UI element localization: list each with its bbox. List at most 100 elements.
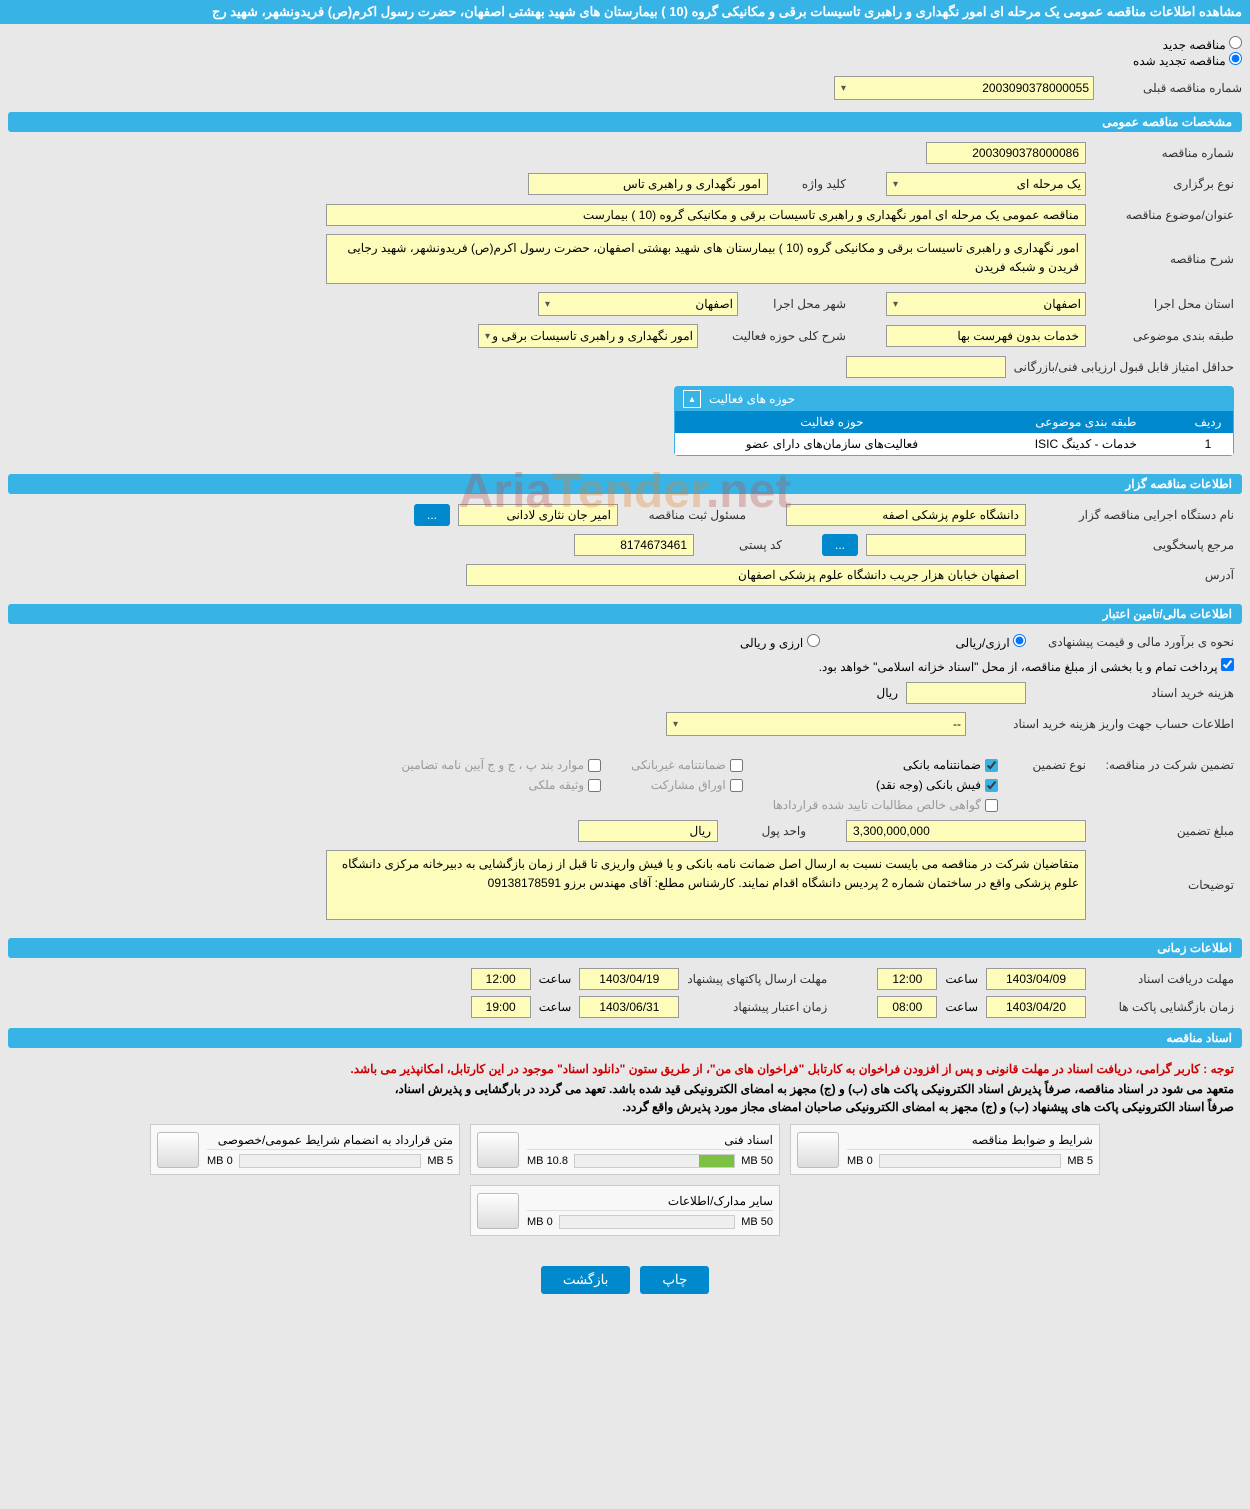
select-city[interactable]: اصفهان ▾ — [538, 292, 738, 316]
chk-bank-guarantee[interactable] — [985, 759, 998, 772]
hold-type-value: یک مرحله ای — [1017, 177, 1081, 191]
tender-status-radios: مناقصه جدید مناقصه تجدید شده — [8, 32, 1242, 72]
prev-tender-value: 2003090378000055 — [982, 81, 1089, 95]
field-currency: ریال — [578, 820, 718, 842]
select-province[interactable]: اصفهان ▾ — [886, 292, 1086, 316]
doc-title: اسناد فنی — [527, 1131, 773, 1150]
radio-new[interactable]: مناقصه جدید — [1163, 38, 1242, 52]
field-doc-cost[interactable] — [906, 682, 1026, 704]
label-open-time: زمان بازگشایی پاکت ها — [1094, 1000, 1234, 1014]
label-notes: توضیحات — [1094, 878, 1234, 892]
note-line-2: صرفاً اسناد الکترونیکی پاکت های پیشنهاد … — [16, 1098, 1234, 1116]
doc-deadline-hour[interactable]: 12:00 — [877, 968, 937, 990]
chevron-down-icon: ▾ — [841, 83, 846, 94]
field-subject[interactable]: مناقصه عمومی یک مرحله ای امور نگهداری و … — [326, 204, 1086, 226]
table-row: 1 خدمات - کدینگ ISIC فعالیت‌های سازمان‌ه… — [675, 433, 1233, 455]
folder-icon — [157, 1132, 199, 1168]
open-date[interactable]: 1403/04/20 — [986, 996, 1086, 1018]
field-address[interactable]: اصفهان خیابان هزار جریب دانشگاه علوم پزش… — [466, 564, 1026, 586]
doc-title: شرایط و ضوابط مناقصه — [847, 1131, 1093, 1150]
select-field[interactable]: امور نگهداری و راهبری تاسیسات برقی و مکا… — [478, 324, 698, 348]
radio-renewed-label: مناقصه تجدید شده — [1133, 54, 1226, 68]
prev-tender-select[interactable]: 2003090378000055 ▾ — [834, 76, 1094, 100]
select-account[interactable]: -- ▾ — [666, 712, 966, 736]
activity-title: حوزه های فعالیت — [709, 392, 795, 406]
city-value: اصفهان — [695, 297, 733, 311]
label-resp-ref: مرجع پاسخگویی — [1034, 538, 1234, 552]
field-postal[interactable]: 8174673461 — [574, 534, 694, 556]
chevron-down-icon: ▾ — [545, 299, 550, 310]
field-exec-device: دانشگاه علوم پزشکی اصفه — [786, 504, 1026, 526]
field-keyword[interactable]: امور نگهداری و راهبری تاس — [528, 173, 768, 195]
folder-icon — [477, 1193, 519, 1229]
doc-bar — [574, 1154, 735, 1168]
send-deadline-date[interactable]: 1403/04/19 — [579, 968, 679, 990]
docs-grid: شرایط و ضوابط مناقصه5 MB0 MBاسناد فنی50 … — [16, 1116, 1234, 1244]
doc-card[interactable]: سایر مدارک/اطلاعات50 MB0 MB — [470, 1185, 780, 1236]
label-guarantee-type: نوع تضمین — [1006, 758, 1086, 772]
section-tenderer: اطلاعات مناقصه گزار — [8, 474, 1242, 494]
more-button[interactable]: ... — [414, 504, 450, 526]
doc-card[interactable]: متن قرارداد به انضمام شرایط عمومی/خصوصی5… — [150, 1124, 460, 1175]
field-guarantee-amt[interactable]: 3,300,000,000 — [846, 820, 1086, 842]
cell-cat: خدمات - کدینگ ISIC — [989, 433, 1183, 455]
label-doc-deadline: مهلت دریافت اسناد — [1094, 972, 1234, 986]
radio-rial-fx[interactable]: ارزی/ریالی — [956, 634, 1026, 650]
activity-table: ردیف طبقه بندی موضوعی حوزه فعالیت 1 خدما… — [675, 411, 1233, 455]
label-category: طبقه بندی موضوعی — [1094, 329, 1234, 343]
chk-participation[interactable] — [730, 779, 743, 792]
select-hold-type[interactable]: یک مرحله ای ▾ — [886, 172, 1086, 196]
label-postal: کد پستی — [702, 538, 782, 552]
prev-tender-label: شماره مناقصه قبلی — [1102, 81, 1242, 95]
print-button[interactable]: چاپ — [640, 1266, 709, 1294]
doc-max: 5 MB — [1067, 1155, 1093, 1167]
doc-bar — [879, 1154, 1062, 1168]
back-button[interactable]: بازگشت — [541, 1266, 631, 1294]
chevron-down-icon: ▾ — [893, 179, 898, 190]
label-send-deadline: مهلت ارسال پاکتهای پیشنهاد — [687, 972, 827, 986]
cell-field: فعالیت‌های سازمان‌های دارای عضو — [675, 433, 989, 455]
field-min-score[interactable] — [846, 356, 1006, 378]
label-field: شرح کلی حوزه فعالیت — [706, 329, 846, 343]
section-time: اطلاعات زمانی — [8, 938, 1242, 958]
province-value: اصفهان — [1043, 297, 1081, 311]
label-guarantee-amt: مبلغ تضمین — [1094, 824, 1234, 838]
label-subject: عنوان/موضوع مناقصه — [1094, 208, 1234, 222]
th-field: حوزه فعالیت — [675, 411, 989, 433]
guarantee-checks: ضمانتنامه بانکی فیش بانکی (وجه نقد) گواه… — [401, 758, 998, 812]
radio-new-label: مناقصه جدید — [1163, 38, 1226, 52]
send-deadline-hour[interactable]: 12:00 — [471, 968, 531, 990]
label-tender-no: شماره مناقصه — [1094, 146, 1234, 160]
label-hour: ساعت — [945, 1000, 978, 1014]
field-notes[interactable]: متقاضیان شرکت در مناقصه می بایست نسبت به… — [326, 850, 1086, 920]
label-est-method: نحوه ی برآورد مالی و قیمت پیشنهادی — [1034, 635, 1234, 649]
label-desc: شرح مناقصه — [1094, 252, 1234, 266]
field-resp-ref[interactable] — [866, 534, 1026, 556]
folder-icon — [797, 1132, 839, 1168]
chk-bank-slip[interactable] — [985, 779, 998, 792]
open-hour[interactable]: 08:00 — [877, 996, 937, 1018]
field-desc[interactable]: امور نگهداری و راهبری تاسیسات برقی و مکا… — [326, 234, 1086, 284]
section-general: مشخصات مناقصه عمومی — [8, 112, 1242, 132]
doc-bar — [559, 1215, 736, 1229]
chk-treasury[interactable]: پرداخت تمام و یا بخشی از مبلغ مناقصه، از… — [819, 658, 1234, 674]
doc-card[interactable]: اسناد فنی50 MB10.8 MB — [470, 1124, 780, 1175]
cell-row: 1 — [1183, 433, 1233, 455]
activity-box: حوزه های فعالیت ▴ ردیف طبقه بندی موضوعی … — [674, 386, 1234, 456]
doc-title: سایر مدارک/اطلاعات — [527, 1192, 773, 1211]
chk-net-claims[interactable] — [985, 799, 998, 812]
valid-hour[interactable]: 19:00 — [471, 996, 531, 1018]
more-button[interactable]: ... — [822, 534, 858, 556]
radio-fx-rial[interactable]: ارزی و ریالی — [740, 634, 820, 650]
collapse-icon[interactable]: ▴ — [683, 390, 701, 408]
account-value: -- — [953, 717, 961, 731]
doc-deadline-date[interactable]: 1403/04/09 — [986, 968, 1086, 990]
radio-renewed[interactable]: مناقصه تجدید شده — [1133, 54, 1242, 68]
chk-bylaw[interactable] — [588, 759, 601, 772]
doc-card[interactable]: شرایط و ضوابط مناقصه5 MB0 MB — [790, 1124, 1100, 1175]
section-docs: اسناد مناقصه — [8, 1028, 1242, 1048]
chk-property[interactable] — [588, 779, 601, 792]
valid-date[interactable]: 1403/06/31 — [579, 996, 679, 1018]
th-category: طبقه بندی موضوعی — [989, 411, 1183, 433]
chk-nonbank[interactable] — [730, 759, 743, 772]
